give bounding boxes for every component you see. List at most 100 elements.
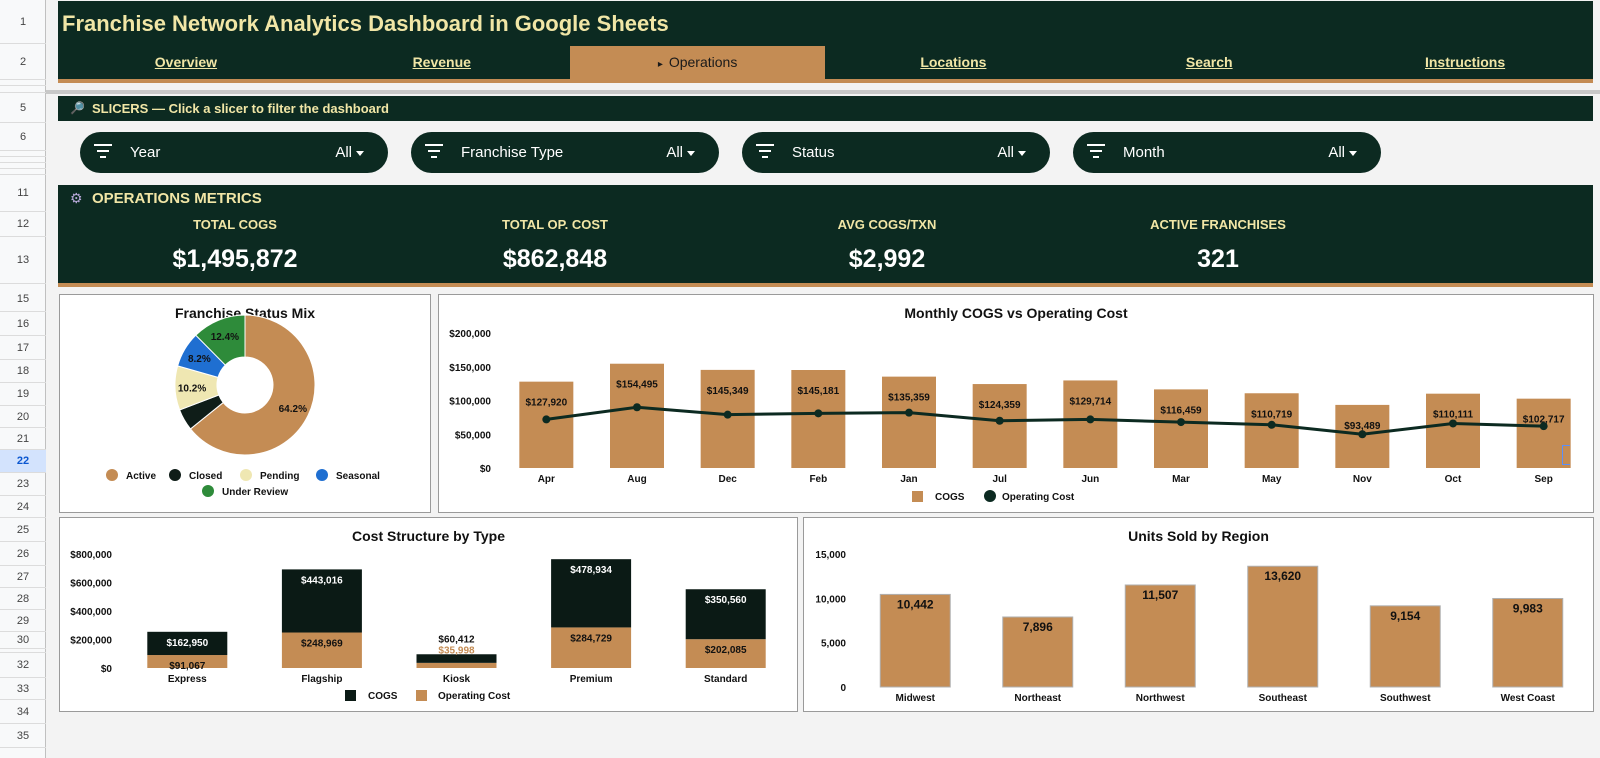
- row-number[interactable]: [0, 86, 46, 93]
- cogs-data-label: $350,560: [705, 595, 747, 606]
- units-bar: [1247, 565, 1319, 688]
- tab-operations-label: Operations: [668, 54, 738, 70]
- row-number[interactable]: 33: [0, 678, 46, 700]
- row-number[interactable]: 21: [0, 428, 46, 450]
- chart-cost-structure[interactable]: Cost Structure by Type $0 $200,000 $400,00…: [59, 517, 798, 712]
- x-tick-label: Jan: [900, 474, 917, 485]
- chart-monthly-cogs[interactable]: Monthly COGS vs Operating Cost $0 $50,000…: [438, 294, 1594, 513]
- slicer-bar: 🔎 SLICERS — Click a slicer to filter the…: [58, 96, 1593, 121]
- x-tick-label: Aug: [627, 474, 646, 485]
- x-tick-label: Apr: [538, 474, 555, 485]
- cogs-bar: [1426, 393, 1480, 468]
- row-number[interactable]: 24: [0, 496, 46, 518]
- cogs-bar: [147, 631, 228, 656]
- pie-slice-under-review: [195, 314, 246, 366]
- row-number[interactable]: 20: [0, 406, 46, 428]
- row-number[interactable]: 26: [0, 542, 46, 566]
- row-number[interactable]: 15: [0, 287, 46, 312]
- y-tick-label: $200,000: [449, 329, 491, 340]
- slicer-year[interactable]: Year All: [80, 132, 388, 173]
- cogs-bar: [281, 569, 362, 633]
- row-number[interactable]: 23: [0, 473, 46, 496]
- tab-operations[interactable]: ▸ Operations: [569, 46, 826, 79]
- divider: [58, 283, 1593, 287]
- row-number[interactable]: [0, 163, 46, 169]
- row-number[interactable]: [0, 169, 46, 175]
- units-chart: 0 5,000 10,000 15,000 10,442 Midwest 7,896 Nort…: [815, 550, 1564, 704]
- slicer-month[interactable]: Month All: [1073, 132, 1381, 173]
- row-number[interactable]: 35: [0, 724, 46, 748]
- row-number[interactable]: 16: [0, 312, 46, 336]
- x-tick-label: Southwest: [1380, 693, 1431, 704]
- tab-instructions[interactable]: Instructions: [1424, 54, 1506, 70]
- row-number[interactable]: 30: [0, 632, 46, 649]
- row-number[interactable]: 17: [0, 336, 46, 360]
- legend-label: COGS: [368, 691, 398, 702]
- cogs-bar: [1244, 393, 1299, 468]
- row-number[interactable]: 13: [0, 237, 46, 284]
- legend-swatch: [169, 469, 181, 481]
- units-data-label: 11,507: [1142, 588, 1178, 602]
- row-number[interactable]: 32: [0, 653, 46, 678]
- frozen-rows-divider[interactable]: [46, 90, 1600, 94]
- x-tick-label: Jun: [1081, 474, 1099, 485]
- gear-icon: ⚙: [70, 190, 83, 206]
- tab-revenue[interactable]: Revenue: [412, 54, 471, 70]
- y-tick-label: $0: [480, 464, 492, 475]
- row-number[interactable]: 25: [0, 518, 46, 542]
- operating-cost-point: [1449, 419, 1457, 428]
- dashboard-area: Franchise Network Analytics Dashboard in…: [46, 0, 1600, 758]
- operating-cost-data-label: $284,729: [570, 633, 612, 644]
- row-number[interactable]: 29: [0, 610, 46, 632]
- row-number[interactable]: 12: [0, 212, 46, 237]
- tab-search[interactable]: Search: [1185, 54, 1233, 70]
- operations-metrics: ⚙ OPERATIONS METRICS TOTAL COGS $1,495,8…: [58, 185, 1593, 283]
- row-number[interactable]: 19: [0, 383, 46, 406]
- operating-cost-point: [1539, 422, 1548, 431]
- row-number[interactable]: 6: [0, 123, 46, 151]
- row-number[interactable]: 5: [0, 93, 46, 123]
- units-bar: [1002, 616, 1074, 688]
- slicer-franchise-type[interactable]: Franchise Type All: [411, 132, 719, 173]
- cogs-data-label: $145,181: [797, 386, 839, 397]
- row-number[interactable]: 27: [0, 566, 46, 588]
- row-number[interactable]: 2: [0, 44, 46, 80]
- metric-value-avg-cogs: $2,992: [848, 245, 926, 273]
- cogs-bar: [685, 589, 766, 640]
- cogs-data-label: $93,489: [1344, 421, 1381, 432]
- row-number[interactable]: [0, 157, 46, 163]
- chart-title: Cost Structure by Type: [352, 528, 505, 544]
- tab-overview[interactable]: Overview: [154, 54, 218, 70]
- row-number[interactable]: 22: [0, 450, 46, 473]
- cogs-data-label: $60,412: [438, 634, 475, 645]
- cogs-data-label: $162,950: [166, 638, 208, 649]
- slicer-status-value: All: [997, 144, 1014, 161]
- slicer-status[interactable]: Status All: [742, 132, 1050, 173]
- row-number[interactable]: 34: [0, 700, 46, 724]
- chart-status-mix[interactable]: Franchise Status Mix 64.2% 10.2% 8.2% 12.4%…: [59, 294, 431, 513]
- units-data-label: 10,442: [897, 597, 934, 611]
- chevron-down-icon: [1018, 151, 1026, 156]
- row-number[interactable]: [0, 649, 46, 653]
- row-number[interactable]: 18: [0, 360, 46, 383]
- chart-units-by-region[interactable]: Units Sold by Region 0 5,000 10,000 15,000 1…: [803, 517, 1594, 712]
- legend-swatch: [416, 690, 427, 701]
- slicer-year-label: Year: [130, 144, 161, 161]
- row-number[interactable]: 11: [0, 175, 46, 212]
- cogs-data-label: $135,359: [888, 393, 930, 404]
- tab-locations[interactable]: Locations: [920, 54, 987, 70]
- row-number[interactable]: 28: [0, 588, 46, 610]
- pie-slice-active: [189, 314, 316, 456]
- filter-icon: [94, 144, 112, 160]
- row-number[interactable]: [0, 80, 46, 86]
- x-tick-label: Oct: [1445, 474, 1462, 485]
- cogs-bar: [882, 376, 936, 468]
- pie-chart: 64.2% 10.2% 8.2%12.4% Active Closed Pending Se…: [106, 314, 380, 498]
- legend-label: Under Review: [222, 487, 288, 498]
- cogs-data-label: $110,111: [1433, 410, 1473, 421]
- pie-data-label: 12.4%: [211, 332, 239, 343]
- row-number[interactable]: [0, 151, 46, 157]
- legend-swatch: [316, 469, 328, 481]
- units-bar: [879, 593, 951, 688]
- row-number[interactable]: 1: [0, 0, 46, 44]
